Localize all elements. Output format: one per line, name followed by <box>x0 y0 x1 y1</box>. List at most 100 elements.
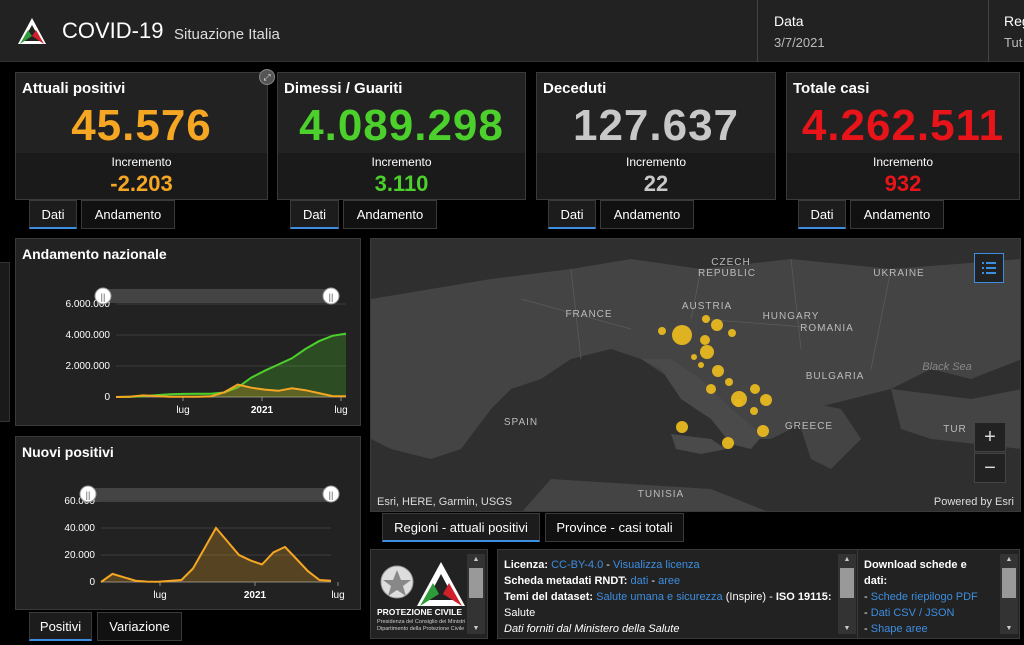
range-handle-right[interactable] <box>322 287 340 305</box>
region-marker[interactable] <box>706 384 716 394</box>
bullet: - <box>864 591 871 603</box>
region-marker[interactable] <box>711 319 723 331</box>
region-marker[interactable] <box>750 407 758 415</box>
y-tick-label: 4.000.000 <box>66 330 111 341</box>
tab-regioni[interactable]: Regioni - attuali positivi <box>382 513 540 542</box>
protezione-civile-logo-icon <box>18 18 46 44</box>
tab-andamento[interactable]: Andamento <box>81 200 175 229</box>
license-link[interactable]: CC-BY-4.0 <box>551 559 604 571</box>
region-marker[interactable] <box>700 345 714 359</box>
map-country-label: ROMANIA <box>800 323 854 334</box>
info-scrollbar[interactable]: ▲ ▼ <box>467 554 485 634</box>
powered-by-esri[interactable]: Powered by Esri <box>933 496 1014 508</box>
download-pdf-link[interactable]: Schede riepilogo PDF <box>870 591 978 603</box>
card-deceduti: Deceduti 127.637 Incremento 22 <box>536 72 776 200</box>
y-tick-label: 0 <box>104 392 110 403</box>
download-scrollbar[interactable]: ▲ ▼ <box>1000 554 1018 634</box>
region-marker[interactable] <box>728 329 736 337</box>
increment-value: 3.110 <box>374 171 429 196</box>
tab-positivi[interactable]: Positivi <box>29 612 92 641</box>
region-marker[interactable] <box>702 315 710 323</box>
metadata-dati-link[interactable]: dati <box>630 575 649 587</box>
region-marker[interactable] <box>691 354 697 360</box>
map-country-label: SPAIN <box>504 417 538 428</box>
map-view[interactable]: CZECH REPUBLIC UKRAINE FRANCE AUSTRIA HUNGARY… <box>370 238 1021 512</box>
download-csv-link[interactable]: Dati CSV / JSON <box>870 607 955 619</box>
metadata-label: Scheda metadati RNDT: <box>504 575 628 587</box>
range-handle-left[interactable] <box>79 485 97 503</box>
zoom-in-button[interactable]: + <box>974 422 1006 452</box>
region-marker[interactable] <box>698 362 704 368</box>
map-country-label: REPUBLIC <box>698 268 756 279</box>
protezione-civile-panel: PROTEZIONE CIVILE Presidenza del Consigl… <box>370 549 488 639</box>
increment-label: Incremento <box>371 155 432 169</box>
tab-dati[interactable]: Dati <box>548 200 596 229</box>
view-license-link[interactable]: Visualizza licenza <box>613 559 700 571</box>
emblem-icon <box>380 562 465 606</box>
logo-subtext: Dipartimento della Protezione Civile <box>377 626 465 632</box>
range-handle-right[interactable] <box>322 485 340 503</box>
header-divider <box>988 0 989 62</box>
date-value[interactable]: 3/7/2021 <box>774 35 825 50</box>
app-title: COVID-19 <box>62 18 164 43</box>
region-marker[interactable] <box>757 425 769 437</box>
tab-variazione[interactable]: Variazione <box>97 612 182 641</box>
region-marker[interactable] <box>676 421 688 433</box>
zoom-out-button[interactable]: − <box>974 453 1006 483</box>
y-tick-label: 2.000.000 <box>66 361 111 372</box>
region-marker[interactable] <box>760 394 772 406</box>
region-marker[interactable] <box>700 335 710 345</box>
region-marker[interactable] <box>734 399 742 407</box>
legend-list-button[interactable] <box>974 253 1004 283</box>
region-marker[interactable] <box>725 378 733 386</box>
series-area <box>116 384 346 397</box>
bullet: - <box>864 623 871 635</box>
tab-andamento[interactable]: Andamento <box>850 200 944 229</box>
download-shape-link[interactable]: Shape aree <box>870 623 928 635</box>
tab-dati[interactable]: Dati <box>798 200 846 229</box>
range-handle-left[interactable] <box>94 287 112 305</box>
themes-value: Salute <box>504 607 536 619</box>
side-panel-toggle[interactable] <box>0 262 10 422</box>
nuovi-positivi-chart: 60.000 40.000 20.000 0 lug 2021 lug || || <box>64 485 345 601</box>
region-selector[interactable]: Tut <box>1004 35 1023 50</box>
card-dimessi-guariti: Dimessi / Guariti 4.089.298 Incremento 3… <box>277 72 526 200</box>
tab-dati[interactable]: Dati <box>290 200 339 229</box>
dataset-info-panel: Licenza: CC-BY-4.0 - Visualizza licenza … <box>497 549 858 639</box>
card-title: Deceduti <box>543 80 607 97</box>
themes-link[interactable]: Salute umana e sicurezza <box>596 591 723 603</box>
info-scrollbar[interactable]: ▲ ▼ <box>838 554 856 634</box>
tab-province[interactable]: Province - casi totali <box>545 513 684 542</box>
themes-rest: (Inspire) - <box>725 591 773 603</box>
license-label: Licenza: <box>504 559 549 571</box>
tab-andamento[interactable]: Andamento <box>343 200 437 229</box>
expand-icon[interactable]: ⤢ <box>259 69 275 85</box>
region-marker[interactable] <box>750 384 760 394</box>
separator: - <box>603 559 614 571</box>
y-tick-label: 60.000 <box>64 496 95 507</box>
header-bar: COVID-19 Situazione Italia Data 3/7/2021… <box>0 0 1024 62</box>
card-value: 127.637 <box>572 101 740 150</box>
y-tick-label: 6.000.000 <box>66 299 111 310</box>
map-country-label: AUSTRIA <box>682 301 732 312</box>
metadata-aree-link[interactable]: aree <box>658 575 681 587</box>
region-marker[interactable] <box>712 365 724 377</box>
increment-value: 932 <box>884 171 922 196</box>
card-title: Attuali positivi <box>22 80 126 97</box>
range-slider-track[interactable] <box>104 289 332 303</box>
tab-andamento[interactable]: Andamento <box>600 200 694 229</box>
date-label: Data <box>774 13 804 29</box>
card-value: 45.576 <box>71 101 212 150</box>
region-marker[interactable] <box>658 327 666 335</box>
logo-subtext: Presidenza del Consiglio dei Ministri <box>377 619 466 625</box>
tab-dati[interactable]: Dati <box>29 200 77 229</box>
region-marker[interactable] <box>722 437 734 449</box>
region-marker[interactable] <box>672 325 692 345</box>
range-slider-track[interactable] <box>89 488 332 502</box>
region-label: Reg <box>1004 13 1024 29</box>
svg-text:||: || <box>329 490 334 500</box>
y-tick-label: 20.000 <box>64 550 95 561</box>
